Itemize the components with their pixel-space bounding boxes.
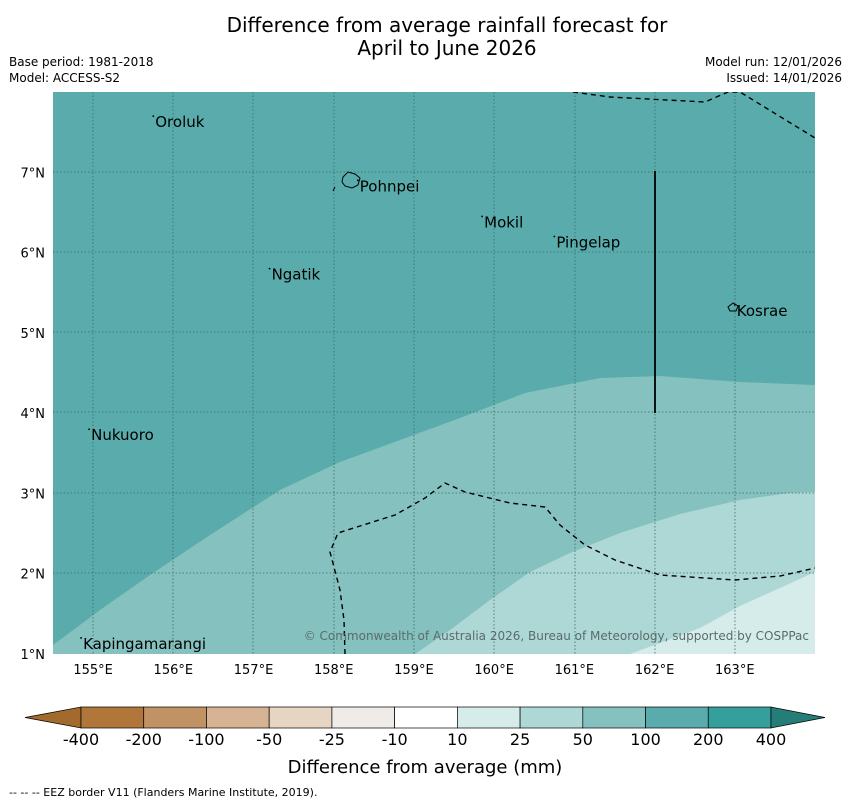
pohnpei-reef-mark [332,186,336,192]
colorbar-segment [519,706,584,729]
lat-tick-label: 7°N [21,166,46,181]
place-label: Ngatik [272,266,321,284]
colorbar-segment [582,706,646,729]
colorbar-tick-label: -10 [382,730,408,749]
colorbar-segment [80,706,145,729]
colorbar-tick-label: 25 [510,730,530,749]
copyright-credit: © Commonwealth of Australia 2026, Bureau… [304,629,809,643]
colorbar-title: Difference from average (mm) [288,757,563,778]
lat-tick-label: 3°N [21,487,46,502]
place-label: Kosrae [737,302,788,320]
colorbar-segment [143,706,207,729]
island-marker [80,637,82,639]
eez-borders [329,92,815,654]
lat-tick-label: 6°N [21,247,46,262]
island-marker [553,235,556,238]
colorbar-tick-label: 100 [630,730,661,749]
lon-tick-label: 157°E [234,663,274,678]
lat-tick-label: 5°N [21,327,46,342]
island-outlines [332,171,739,312]
colorbar-tick-label: 400 [756,730,787,749]
island-marker [481,215,484,218]
lat-tick-label: 1°N [21,648,46,663]
grid-lines [53,92,815,654]
lon-tick-label: 159°E [394,663,434,678]
model-name: Model: ACCESS-S2 [9,71,121,85]
lat-tick-label: 4°N [21,407,46,422]
island-marker [152,115,155,117]
model-run: Model run: 12/01/2026 [704,55,842,69]
longitude-tick-labels: 155°E 156°E 157°E 158°E 159°E 160°E 161°E 162°E… [73,663,754,678]
colorbar-tick-label: -200 [126,730,162,749]
place-label: Kapingamarangi [83,635,206,653]
zone-25-50 [415,492,815,654]
lon-tick-label: 162°E [635,663,675,678]
colorbar-tick-label: -25 [319,730,345,749]
island-marker [356,179,359,182]
colorbar-extend-low [24,706,82,729]
zone-10-25 [630,572,815,654]
colorbar-tick-label: 200 [693,730,724,749]
metadata-right: Model run: 12/01/2026 Issued: 14/01/2026 [705,54,842,86]
lon-tick-label: 158°E [314,663,354,678]
place-label: Pingelap [556,234,620,252]
colorbar-segment [645,706,709,729]
place-label: Mokil [484,213,523,231]
colorbar-tick-label: -50 [256,730,282,749]
kosrae-island-outline [727,302,739,312]
lon-tick-label: 163°E [715,663,755,678]
issued-date: Issued: 14/01/2026 [726,71,842,85]
map-plot-area: Oroluk Pohnpei Mokil Pingelap Ngatik Kosrae Nu… [53,92,815,654]
lon-tick-label: 161°E [555,663,595,678]
eez-legend-footer: -- -- -- EEZ border V11 (Flanders Marine… [9,786,318,799]
lon-tick-label: 155°E [73,663,113,678]
base-period: Base period: 1981-2018 [9,55,154,69]
metadata-left: Base period: 1981-2018 Model: ACCESS-S2 [9,54,154,86]
lat-tick-label: 2°N [21,568,46,583]
place-labels: Oroluk Pohnpei Mokil Pingelap Ngatik Kosrae Nu… [80,113,787,653]
map-title: Difference from average rainfall forecas… [0,14,850,60]
island-marker [268,267,271,270]
lon-tick-label: 156°E [154,663,194,678]
latitude-tick-labels: 7°N 6°N 5°N 4°N 3°N 2°N 1°N [21,166,46,663]
colorbar-segment [268,706,333,729]
place-label: Pohnpei [360,177,420,195]
colorbar-tick-label: 50 [573,730,593,749]
pohnpei-island-outline [341,171,361,189]
colorbar-segment [707,706,772,729]
lon-tick-label: 160°E [474,663,514,678]
colorbar-segment [206,706,270,729]
island-marker [88,428,90,431]
colorbar-segment [394,706,458,729]
colorbar-tick-label: 10 [447,730,467,749]
island-marker [733,303,736,306]
colorbar-segment [457,706,521,729]
colorbar-segment [331,706,395,729]
colorbar-tick-label: -100 [188,730,224,749]
colorbar: -400 -200 -100 -50 -25 -10 10 25 50 100 200 400 [24,706,826,749]
colorbar-extend-high [770,706,826,729]
title-line-1: Difference from average rainfall forecas… [226,13,668,37]
place-label: Nukuoro [91,426,154,444]
title-line-2: April to June 2026 [357,36,537,60]
colorbar-tick-label: -400 [63,730,99,749]
place-label: Oroluk [155,113,204,131]
